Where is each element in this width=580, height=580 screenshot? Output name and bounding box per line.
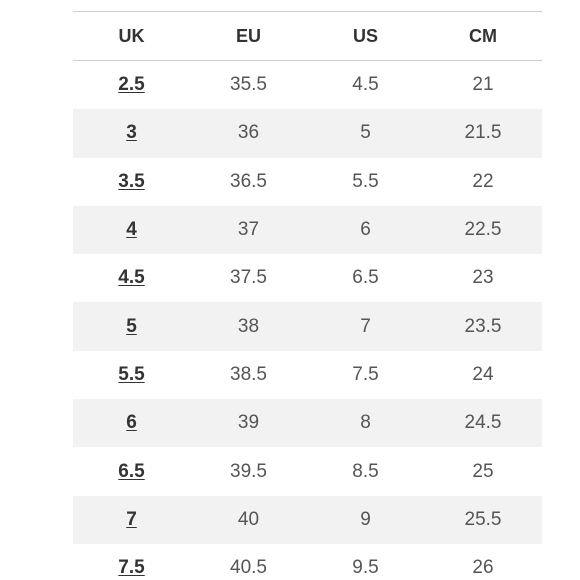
us-size: 6.5 bbox=[352, 267, 379, 289]
uk-size-link[interactable]: 7 bbox=[73, 495, 190, 544]
cm-size: 26 bbox=[472, 557, 494, 579]
cm-size: 25 bbox=[472, 460, 494, 482]
eu-size: 39.5 bbox=[230, 460, 267, 482]
us-size: 8 bbox=[307, 399, 424, 448]
uk-size-link[interactable]: 5.5 bbox=[118, 363, 145, 385]
eu-size: 40 bbox=[190, 495, 307, 544]
cm-size: 23 bbox=[472, 267, 494, 289]
us-size: 8.5 bbox=[352, 460, 379, 482]
size-chart-table: UK EU US CM 2.5 35.5 4.5 21 3 36 5 21.5 … bbox=[73, 11, 542, 580]
eu-size: 36.5 bbox=[230, 170, 267, 192]
header-us: US bbox=[307, 11, 424, 61]
table-row: 7.5 40.5 9.5 26 bbox=[73, 544, 542, 580]
uk-size-link[interactable]: 6.5 bbox=[118, 460, 145, 482]
table-row: 3.5 36.5 5.5 22 bbox=[73, 158, 542, 206]
eu-size: 38 bbox=[190, 302, 307, 351]
us-size: 5.5 bbox=[352, 170, 379, 192]
eu-size: 38.5 bbox=[230, 363, 267, 385]
table-row: 7 40 9 25.5 bbox=[73, 495, 542, 544]
cm-size: 25.5 bbox=[424, 495, 542, 544]
eu-size: 35.5 bbox=[230, 74, 267, 96]
cm-size: 23.5 bbox=[424, 302, 542, 351]
table-row: 3 36 5 21.5 bbox=[73, 109, 542, 158]
cm-size: 22 bbox=[472, 170, 494, 192]
cm-size: 22.5 bbox=[424, 205, 542, 255]
eu-size: 40.5 bbox=[230, 557, 267, 579]
eu-size: 39 bbox=[190, 399, 307, 448]
header-eu: EU bbox=[190, 11, 307, 61]
uk-size-link[interactable]: 4 bbox=[73, 205, 190, 255]
header-uk: UK bbox=[73, 11, 190, 61]
cm-size: 24.5 bbox=[424, 399, 542, 448]
uk-size-link[interactable]: 3.5 bbox=[118, 170, 145, 192]
table-row: 5.5 38.5 7.5 24 bbox=[73, 351, 542, 399]
eu-size: 36 bbox=[190, 109, 307, 158]
us-size: 7.5 bbox=[352, 363, 379, 385]
header-row: UK EU US CM bbox=[73, 11, 542, 61]
uk-size-link[interactable]: 3 bbox=[73, 109, 190, 158]
us-size: 4.5 bbox=[352, 74, 379, 96]
uk-size-link[interactable]: 5 bbox=[73, 302, 190, 351]
uk-size-link[interactable]: 7.5 bbox=[118, 557, 145, 579]
table-row: 4 37 6 22.5 bbox=[73, 205, 542, 255]
eu-size: 37 bbox=[190, 205, 307, 255]
eu-size: 37.5 bbox=[230, 267, 267, 289]
us-size: 9.5 bbox=[352, 557, 379, 579]
uk-size-link[interactable]: 6 bbox=[73, 399, 190, 448]
table-row: 4.5 37.5 6.5 23 bbox=[73, 254, 542, 302]
us-size: 7 bbox=[307, 302, 424, 351]
table-row: 5 38 7 23.5 bbox=[73, 302, 542, 351]
table-row: 6 39 8 24.5 bbox=[73, 399, 542, 448]
cm-size: 21 bbox=[472, 74, 494, 96]
uk-size-link[interactable]: 4.5 bbox=[118, 267, 145, 289]
us-size: 6 bbox=[307, 205, 424, 255]
table-row: 2.5 35.5 4.5 21 bbox=[73, 61, 542, 110]
header-cm: CM bbox=[424, 11, 542, 61]
us-size: 9 bbox=[307, 495, 424, 544]
uk-size-link[interactable]: 2.5 bbox=[118, 74, 145, 96]
cm-size: 21.5 bbox=[424, 109, 542, 158]
table-row: 6.5 39.5 8.5 25 bbox=[73, 447, 542, 495]
us-size: 5 bbox=[307, 109, 424, 158]
cm-size: 24 bbox=[472, 363, 494, 385]
